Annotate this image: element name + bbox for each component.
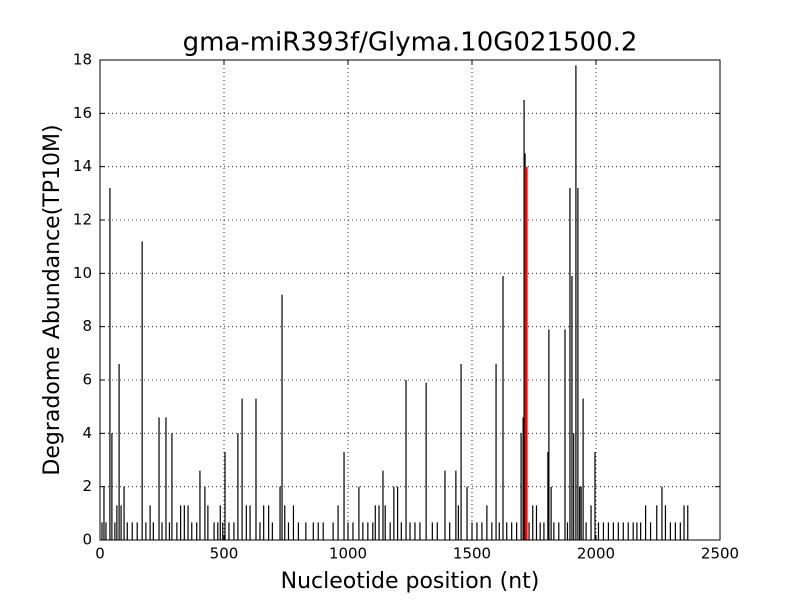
- x-tick-label: 500: [210, 545, 239, 563]
- x-tick-label: 0: [95, 545, 105, 563]
- x-axis-label: Nucleotide position (nt): [281, 569, 540, 594]
- y-tick-label: 6: [82, 371, 92, 389]
- y-tick-label: 10: [73, 264, 92, 282]
- y-tick-label: 12: [73, 211, 92, 229]
- y-axis-label: Degradome Abundance(TP10M): [40, 124, 65, 475]
- chart-title: gma-miR393f/Glyma.10G021500.2: [183, 28, 638, 58]
- plot-frame: [99, 59, 721, 541]
- x-tick-label: 1500: [453, 545, 491, 563]
- x-tick-label: 2000: [577, 545, 615, 563]
- y-tick-label: 0: [82, 531, 92, 549]
- y-tick-label: 16: [73, 104, 92, 122]
- y-tick-label: 2: [82, 477, 92, 495]
- y-tick-label: 14: [73, 157, 92, 175]
- y-tick-label: 4: [82, 424, 92, 442]
- y-tick-label: 18: [73, 51, 92, 69]
- x-tick-label: 2500: [701, 545, 739, 563]
- y-tick-label: 8: [82, 317, 92, 335]
- x-tick-label: 1000: [329, 545, 367, 563]
